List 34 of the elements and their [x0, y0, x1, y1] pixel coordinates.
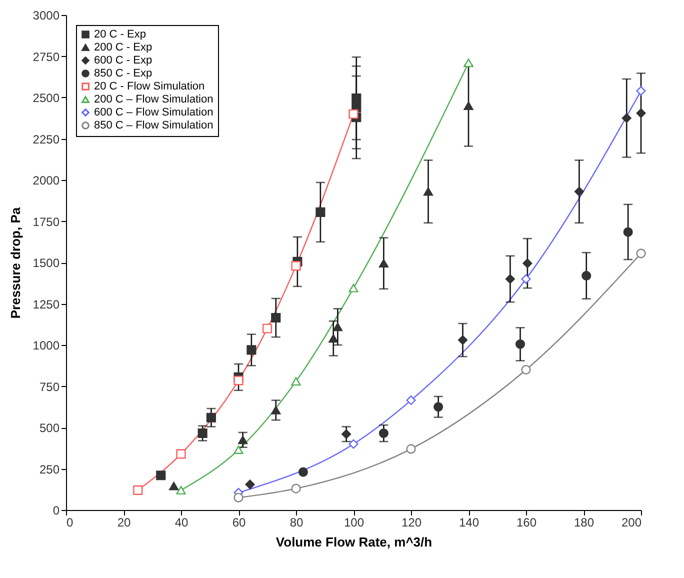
x-tick-label: 180 [574, 516, 594, 530]
y-tick-label: 1750 [32, 214, 60, 229]
legend-label: 600 C - Exp [94, 54, 152, 66]
legend-label: 200 C – Flow Simulation [94, 94, 214, 106]
y-tick-label: 2250 [32, 132, 60, 146]
legend-label: 600 C – Flow Simulation [94, 106, 214, 118]
x-axis-title: Volume Flow Rate, m^3/h [276, 534, 432, 550]
x-tick-label: 100 [344, 516, 364, 530]
y-tick-label: 750 [39, 380, 60, 394]
legend-label: 200 C - Exp [94, 42, 152, 54]
y-tick-label: 1500 [32, 256, 60, 270]
x-tick-label: 140 [458, 516, 480, 530]
y-tick-label: 2000 [32, 174, 60, 188]
y-tick-label: 500 [39, 421, 60, 435]
x-tick-label: 60 [232, 516, 246, 530]
legend-label: 850 C – Flow Simulation [94, 120, 214, 132]
y-tick-label: 1000 [32, 338, 60, 352]
x-tick-label: 80 [290, 516, 304, 530]
legend-label: 20 C - Flow Simulation [94, 80, 205, 92]
x-tick-label: 160 [516, 516, 537, 530]
x-tick-label: 20 [117, 516, 131, 530]
x-tick-label: 120 [401, 516, 422, 530]
y-tick-label: 3000 [32, 8, 60, 22]
y-tick-label: 250 [39, 462, 60, 476]
y-tick-label: 0 [52, 504, 60, 518]
x-tick-label: 0 [66, 516, 74, 530]
legend-label: 20 C - Exp [94, 28, 146, 40]
y-tick-label: 2500 [32, 91, 60, 105]
y-tick-label: 1250 [32, 297, 60, 312]
y-tick-label: 2750 [32, 50, 60, 64]
x-tick-label: 40 [174, 516, 188, 530]
x-tick-label: 200 [621, 516, 642, 530]
legend-label: 850 C - Exp [94, 68, 152, 80]
y-axis-title: Pressure drop, Pa [8, 206, 23, 319]
